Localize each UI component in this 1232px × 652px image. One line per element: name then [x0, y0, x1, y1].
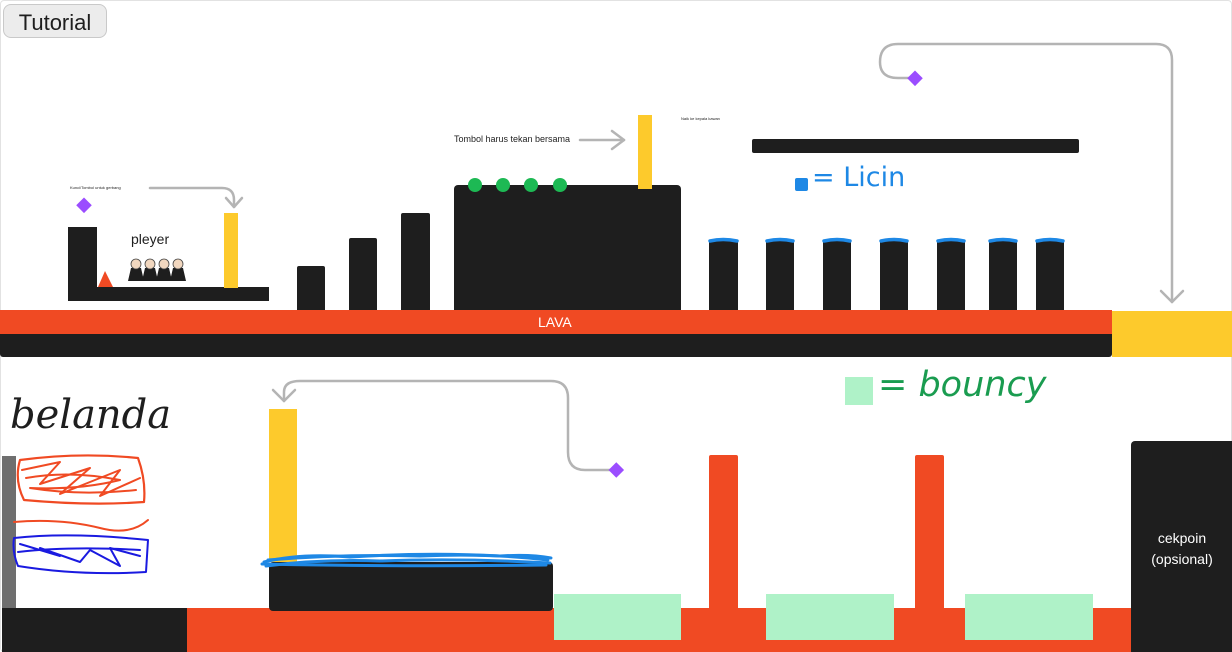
pillar-7: [1036, 241, 1064, 310]
gate-1: [224, 213, 238, 288]
checkpoint-block: [1131, 441, 1232, 652]
character-icon: [156, 258, 172, 281]
lava-label: LAVA: [538, 314, 572, 330]
arrow-button-note: [578, 129, 626, 151]
bouncy-pad-1: [554, 594, 681, 640]
gate-3: [269, 409, 297, 562]
pressure-button: [524, 178, 538, 192]
pressure-button: [468, 178, 482, 192]
pillar-4: [880, 241, 908, 310]
character-icon: [128, 258, 144, 281]
step-2: [349, 238, 377, 310]
upper-platform: [752, 139, 1079, 153]
checkpoint-label: cekpoin (opsional): [1151, 530, 1213, 567]
pillar-2: [766, 241, 794, 310]
slippery-block: [269, 562, 553, 611]
lava-pillar-1: [709, 455, 738, 615]
level2-start-floor: [2, 608, 187, 652]
arrow-key-to-gate-3: [271, 379, 614, 472]
scribble-drawing: [12, 454, 149, 575]
button-note: Tombol harus tekan bersama: [454, 134, 571, 144]
handwritten-label: belanda: [10, 392, 172, 438]
bouncy-legend: = bouncy: [878, 365, 1047, 405]
lava-pillar-2: [915, 455, 944, 615]
pillar-1: [709, 241, 738, 310]
level1-floor: [0, 334, 1112, 357]
key-note: Kunci/Tombol untuk gerbang: [70, 185, 121, 190]
slippery-coating: [708, 237, 1065, 243]
pressure-button: [553, 178, 567, 192]
pillar-6: [989, 241, 1017, 310]
slippery-legend: = Licin: [812, 162, 906, 193]
triangle-icon: [98, 271, 113, 287]
diamond-icon: [76, 197, 92, 214]
arrow-key-to-gate-1: [148, 186, 244, 209]
bouncy-pad-3: [965, 594, 1093, 640]
bouncy-swatch: [845, 377, 873, 405]
slippery-swatch: [795, 178, 808, 191]
slippery-coating: [260, 552, 553, 568]
player-label: pleyer: [131, 231, 170, 247]
pressure-button: [496, 178, 510, 192]
tutorial-button[interactable]: Tutorial: [3, 4, 107, 38]
diamond-icon: [907, 70, 923, 87]
character-icon: [142, 258, 158, 281]
diamond-icon: [608, 462, 625, 478]
arrow-key-to-goal: [878, 42, 1185, 304]
button-block: [454, 185, 681, 310]
step-1: [297, 266, 325, 310]
spawn-platform: [68, 287, 269, 301]
bouncy-pad-2: [766, 594, 894, 640]
pillar-3: [823, 241, 851, 310]
lava-strip: [0, 310, 1112, 334]
left-wall: [2, 456, 16, 608]
gate-2: [638, 115, 652, 189]
character-icon: [170, 258, 186, 281]
climb-note: Naik ke kepala kawan: [681, 116, 720, 121]
pillar-5: [937, 241, 965, 310]
goal-zone: [1112, 311, 1232, 357]
step-3: [401, 213, 430, 310]
